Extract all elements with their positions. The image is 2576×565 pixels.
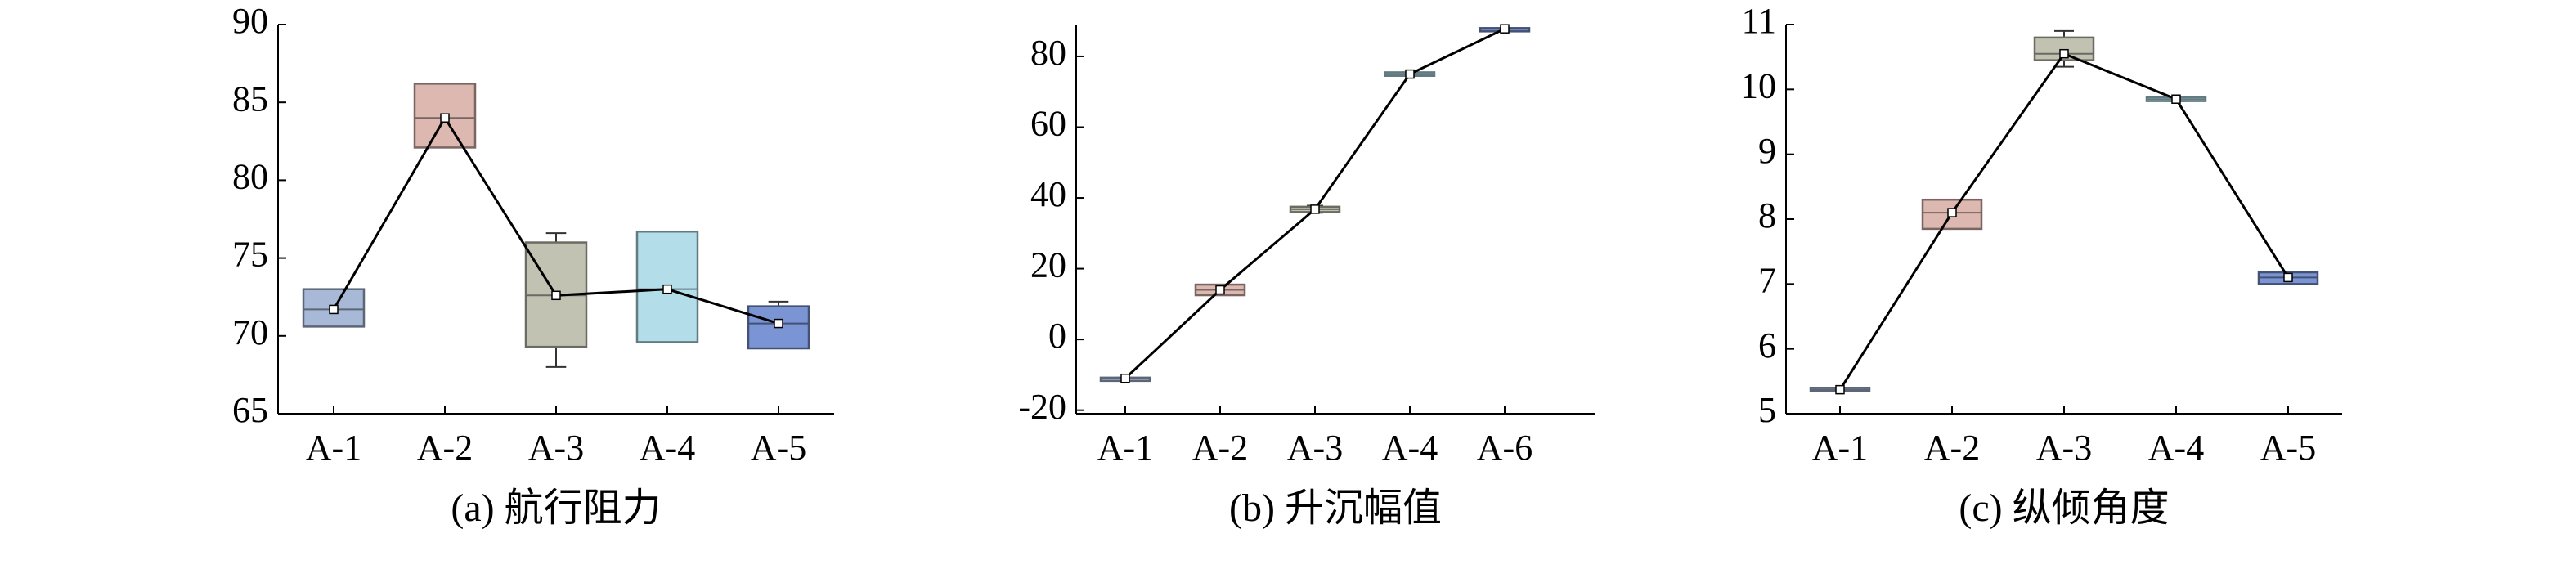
y-tick-label: 70 xyxy=(232,312,268,352)
x-tick-label: A-4 xyxy=(1382,428,1438,468)
y-tick-label: 65 xyxy=(232,390,268,430)
y-tick-label: 85 xyxy=(232,78,268,119)
x-tick-label: A-3 xyxy=(2036,428,2092,468)
caption: (b) 升沉幅值 xyxy=(1229,487,1442,530)
y-tick-label: 0 xyxy=(1048,316,1066,356)
median-marker xyxy=(2283,272,2293,283)
y-tick-label: 6 xyxy=(1758,325,1776,365)
median-line xyxy=(1838,52,2290,391)
median-marker xyxy=(2171,94,2181,104)
x-tick-label: A-2 xyxy=(1924,428,1980,468)
y-tick-label: 9 xyxy=(1758,131,1776,171)
y-tick-label: 80 xyxy=(232,156,268,196)
x-tick-label: A-4 xyxy=(640,428,695,468)
y-tick-label: -20 xyxy=(1018,387,1066,427)
y-tick-label: 75 xyxy=(232,235,268,275)
y-tick-label: 11 xyxy=(1742,1,1776,41)
x-tick-label: A-5 xyxy=(751,428,806,468)
x-tick-label: A-1 xyxy=(306,428,361,468)
x-tick-label: A-1 xyxy=(1097,428,1153,468)
median-line xyxy=(1124,27,1506,379)
median-marker xyxy=(1310,204,1320,214)
x-tick-label: A-5 xyxy=(2260,428,2316,468)
y-tick-label: 40 xyxy=(1030,174,1066,214)
x-tick-label: A-2 xyxy=(1192,428,1248,468)
caption: (a) 航行阻力 xyxy=(451,487,661,530)
x-tick-label: A-3 xyxy=(1287,428,1343,468)
median-marker xyxy=(551,290,561,301)
x-tick-label: A-1 xyxy=(1812,428,1868,468)
median-marker xyxy=(774,318,783,329)
y-tick-label: 20 xyxy=(1030,245,1066,285)
median-marker xyxy=(1215,285,1225,295)
median-marker xyxy=(1500,24,1510,34)
median-marker xyxy=(1947,208,1957,217)
median-marker xyxy=(329,304,339,315)
median-marker xyxy=(2059,48,2069,59)
y-tick-label: 7 xyxy=(1758,260,1776,300)
median-marker xyxy=(440,113,450,123)
y-tick-label: 60 xyxy=(1030,104,1066,144)
y-tick-label: 10 xyxy=(1740,65,1776,105)
median-marker xyxy=(1120,373,1130,383)
y-tick-label: 8 xyxy=(1758,195,1776,235)
y-tick-label: 80 xyxy=(1030,33,1066,73)
x-tick-label: A-4 xyxy=(2148,428,2204,468)
median-marker xyxy=(1835,384,1845,395)
median-marker xyxy=(662,284,672,294)
x-tick-label: A-3 xyxy=(528,428,584,468)
y-tick-label: 90 xyxy=(232,1,268,41)
y-tick-label: 5 xyxy=(1758,390,1776,430)
median-marker xyxy=(1405,69,1415,79)
x-tick-label: A-6 xyxy=(1477,428,1533,468)
x-tick-label: A-2 xyxy=(417,428,473,468)
caption: (c) 纵倾角度 xyxy=(1959,487,2169,530)
